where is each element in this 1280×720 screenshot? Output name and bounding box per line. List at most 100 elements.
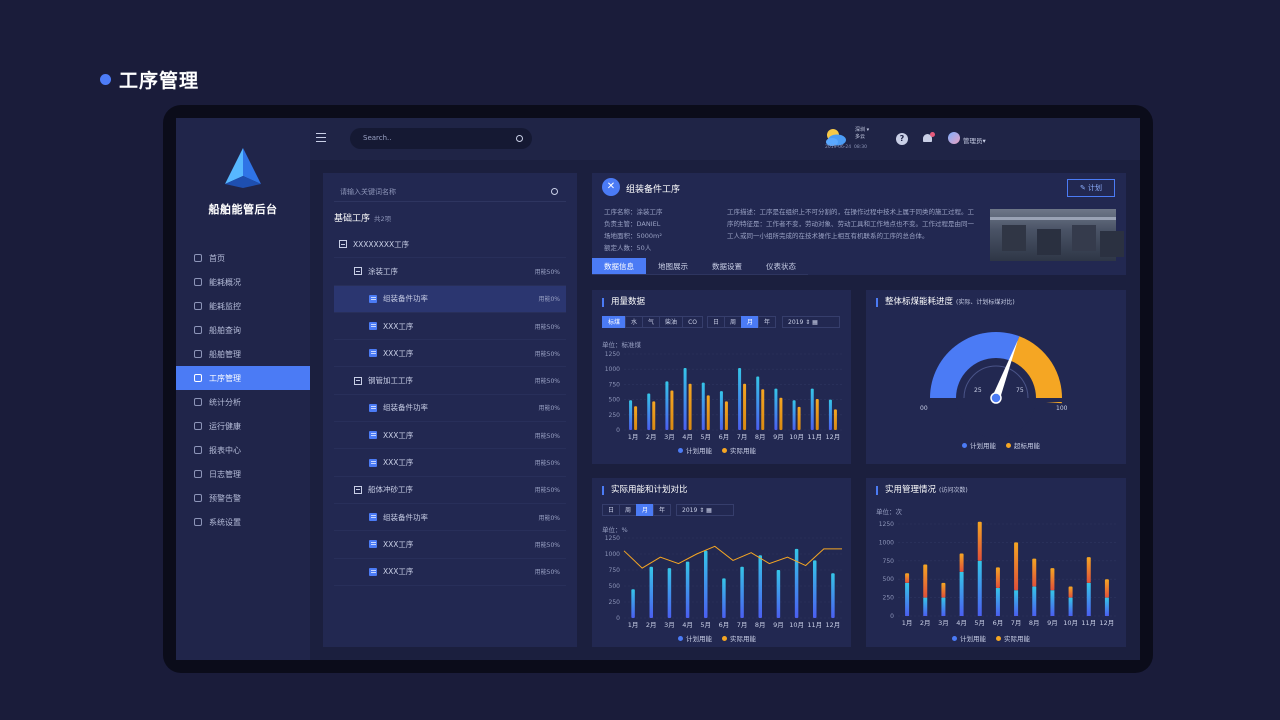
weather-text[interactable]: 深圳 ▾ 多云 (855, 127, 870, 140)
filter-co[interactable]: CO (682, 316, 703, 328)
bar-plan[interactable] (740, 566, 744, 618)
bar-actual[interactable] (1086, 557, 1091, 583)
tree-row[interactable]: XXX工序 用能50% (334, 449, 566, 477)
sidebar-item-4[interactable]: 船舶管理 (176, 342, 310, 366)
bar-plan[interactable] (701, 382, 705, 430)
tree-row[interactable]: XXX工序 用能50% (334, 340, 566, 368)
tree-row[interactable]: 组装备件功率 用能0% (334, 285, 566, 313)
bar-plan[interactable] (704, 550, 708, 618)
bar-plan[interactable] (683, 367, 687, 430)
sidebar-item-1[interactable]: 能耗概况 (176, 270, 310, 294)
bar-actual[interactable] (743, 383, 747, 430)
bar-actual[interactable] (724, 401, 728, 430)
bar-plan[interactable] (941, 597, 946, 616)
bar-actual[interactable] (761, 389, 765, 430)
collapse-icon[interactable] (339, 240, 347, 249)
period-year[interactable]: 年 (653, 504, 672, 516)
bar-plan[interactable] (719, 391, 723, 430)
sidebar-item-7[interactable]: 运行健康 (176, 414, 310, 438)
bar-plan[interactable] (629, 400, 633, 430)
tree-row[interactable]: 组装备件功率 用能0% (334, 504, 566, 532)
filter-water[interactable]: 水 (625, 316, 643, 328)
bar-actual[interactable] (959, 553, 964, 572)
bar-actual[interactable] (1068, 586, 1073, 598)
bar-actual[interactable] (833, 409, 837, 430)
bar-plan[interactable] (905, 582, 910, 616)
sidebar-item-11[interactable]: 系统设置 (176, 510, 310, 534)
bar-plan[interactable] (685, 561, 690, 618)
bar-actual[interactable] (923, 564, 928, 598)
bar-plan[interactable] (1086, 582, 1091, 616)
bar-plan[interactable] (810, 388, 814, 430)
menu-toggle-icon[interactable] (316, 133, 326, 142)
period-day[interactable]: 日 (707, 316, 725, 328)
search-icon[interactable] (551, 188, 558, 195)
tree-row[interactable]: XXX工序 用能50% (334, 559, 566, 586)
global-search-input[interactable]: Search.. (350, 128, 532, 149)
search-icon[interactable] (516, 135, 523, 142)
bar-plan[interactable] (1014, 590, 1019, 616)
period-week[interactable]: 周 (724, 316, 742, 328)
bar-actual[interactable] (1014, 542, 1019, 591)
sidebar-item-10[interactable]: 预警告警 (176, 486, 310, 510)
sidebar-item-3[interactable]: 船舶查询 (176, 318, 310, 342)
bar-actual[interactable] (977, 521, 982, 561)
bar-plan[interactable] (1050, 590, 1055, 616)
period-month[interactable]: 月 (741, 316, 759, 328)
bar-plan[interactable] (756, 376, 760, 430)
tree-row[interactable]: 钢管加工工序 用能50% (334, 367, 566, 395)
sidebar-item-6[interactable]: 统计分析 (176, 390, 310, 414)
year-select[interactable]: 2019 ⇕ ▦ (782, 316, 840, 328)
sidebar-item-9[interactable]: 日志管理 (176, 462, 310, 486)
bar-plan[interactable] (792, 400, 796, 430)
bar-actual[interactable] (1104, 579, 1109, 598)
filter-diesel[interactable]: 柴油 (659, 316, 683, 328)
period-day[interactable]: 日 (602, 504, 620, 516)
year-select[interactable]: 2019 ⇕ ▦ (676, 504, 734, 516)
bar-actual[interactable] (706, 395, 710, 430)
avatar[interactable] (948, 132, 960, 144)
bar-plan[interactable] (959, 571, 964, 616)
bar-plan[interactable] (649, 566, 654, 618)
bar-plan[interactable] (774, 388, 778, 430)
tree-row[interactable]: XXX工序 用能50% (334, 422, 566, 450)
bar-plan[interactable] (923, 597, 928, 616)
collapse-icon[interactable] (354, 376, 362, 385)
bar-plan[interactable] (738, 367, 742, 430)
filter-gas[interactable]: 气 (642, 316, 660, 328)
bar-actual[interactable] (995, 567, 1000, 589)
bar-plan[interactable] (631, 589, 635, 618)
bar-actual[interactable] (1032, 558, 1037, 587)
tree-row[interactable]: 组装备件功率 用能0% (334, 395, 566, 423)
notification-bell-icon[interactable] (922, 132, 935, 145)
sidebar-item-5[interactable]: 工序管理 (176, 366, 310, 390)
tree-row[interactable]: 涂装工序 用能50% (334, 258, 566, 286)
bar-actual[interactable] (634, 406, 638, 430)
bar-actual[interactable] (688, 383, 692, 430)
bar-plan[interactable] (665, 381, 669, 430)
bar-plan[interactable] (831, 573, 835, 618)
bar-plan[interactable] (776, 570, 781, 618)
line-actual[interactable] (623, 545, 842, 569)
period-year[interactable]: 年 (758, 316, 777, 328)
tab-instrument[interactable]: 仪表状态 (754, 258, 808, 275)
period-week[interactable]: 周 (619, 504, 637, 516)
collapse-icon[interactable] (354, 485, 362, 494)
bar-actual[interactable] (797, 406, 801, 430)
sidebar-item-8[interactable]: 报表中心 (176, 438, 310, 462)
bar-actual[interactable] (941, 582, 946, 598)
bar-actual[interactable] (1050, 568, 1055, 591)
user-menu[interactable]: 管理员▾ (963, 137, 986, 145)
bar-actual[interactable] (670, 390, 674, 430)
period-month[interactable]: 月 (636, 504, 654, 516)
bar-plan[interactable] (1032, 586, 1037, 616)
bar-plan[interactable] (758, 555, 763, 618)
sidebar-item-2[interactable]: 能耗监控 (176, 294, 310, 318)
tree-row[interactable]: XXX工序 用能50% (334, 313, 566, 341)
tree-row[interactable]: XXX工序 用能50% (334, 531, 566, 559)
bar-plan[interactable] (828, 399, 832, 430)
bar-plan[interactable] (995, 588, 1000, 616)
filter-coal[interactable]: 标煤 (602, 316, 626, 328)
help-icon[interactable]: ? (896, 133, 908, 145)
tab-map[interactable]: 地图展示 (646, 258, 700, 275)
